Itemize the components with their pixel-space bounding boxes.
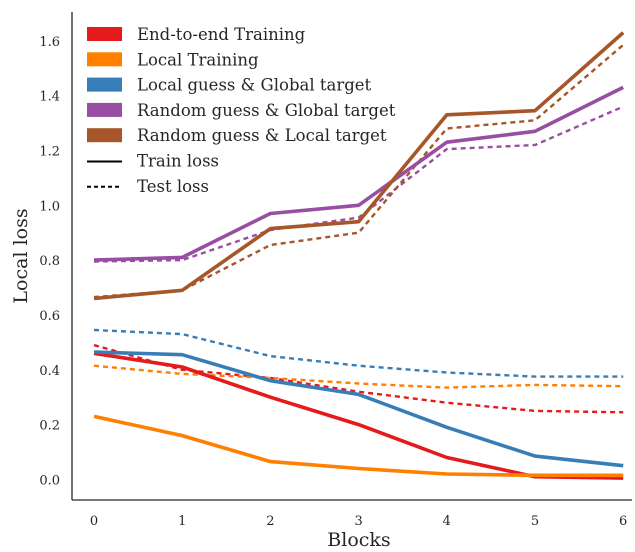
- train-loss-line-4: [93, 31, 625, 301]
- y-tick-label: 0.6: [39, 309, 60, 324]
- x-tick-label: 0: [90, 514, 98, 529]
- tick-labels: 0 1 2 3 4 5 6 0.0 0.2 0.4 0.6 0.8 1.0 1.2 1.4 1.6: [39, 35, 627, 529]
- test-loss-line-2: [93, 328, 624, 378]
- train-loss-line-2: [93, 350, 624, 468]
- x-tick-label: 3: [354, 514, 362, 529]
- y-tick-label: 0.0: [39, 473, 60, 488]
- legend-swatch-1: [87, 52, 122, 67]
- y-tick-label: 0.4: [39, 364, 60, 379]
- legend-style-label-0: Train loss: [137, 152, 219, 171]
- train-loss-line-1: [93, 414, 624, 478]
- y-tick-label: 1.6: [39, 35, 60, 50]
- y-tick-label: 1.2: [39, 144, 60, 159]
- legend-swatch-3: [87, 102, 122, 117]
- test-loss-line-3: [93, 105, 624, 263]
- x-tick-label: 2: [266, 514, 274, 529]
- axes: [71, 12, 632, 501]
- legend-style-label-1: Test loss: [137, 177, 209, 196]
- legend-label-2: Local guess & Global target: [137, 76, 372, 95]
- train-loss-line-0: [93, 351, 624, 480]
- legend-label-0: End-to-end Training: [137, 25, 306, 44]
- y-tick-label: 1.4: [39, 90, 60, 105]
- train-loss-line-3: [93, 85, 625, 262]
- legend-label-1: Local Training: [137, 50, 259, 69]
- test-loss-line-0: [93, 343, 624, 414]
- legend-swatch-4: [87, 128, 122, 143]
- x-tick-label: 6: [619, 514, 627, 529]
- y-tick-label: 1.0: [39, 199, 60, 214]
- x-tick-label: 4: [443, 514, 451, 529]
- legend: End-to-end Training Local Training Local g…: [87, 25, 396, 196]
- legend-label-3: Random guess & Global target: [137, 101, 396, 120]
- x-tick-label: 5: [531, 514, 539, 529]
- x-axis-label: Blocks: [327, 529, 390, 551]
- legend-swatch-2: [87, 77, 122, 92]
- series-lines: [93, 31, 625, 480]
- y-tick-label: 0.2: [39, 419, 60, 434]
- legend-label-4: Random guess & Local target: [137, 126, 387, 145]
- y-tick-label: 0.8: [39, 254, 60, 269]
- y-axis-label: Local loss: [10, 208, 32, 303]
- x-tick-label: 1: [178, 514, 186, 529]
- test-loss-line-1: [93, 364, 624, 389]
- legend-swatch-0: [87, 27, 122, 41]
